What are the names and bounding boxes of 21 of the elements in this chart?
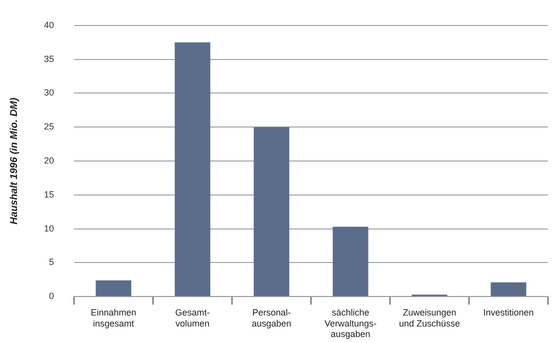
- x-tick-label: Gesamt- volumen: [175, 307, 210, 328]
- bar: [174, 42, 210, 296]
- x-tick-label: Investitionen: [483, 307, 534, 318]
- bar: [490, 282, 526, 296]
- x-tick-label: Zuweisungen und Zuschüsse: [398, 307, 460, 328]
- bar: [96, 280, 132, 296]
- y-axis-title: Haushalt 1996 (in Mio. DM): [8, 96, 20, 224]
- y-tick-label: 10: [44, 223, 54, 234]
- x-tick-label: Personal- ausgaben: [252, 307, 292, 328]
- bar: [254, 127, 290, 296]
- y-tick-label: 5: [48, 257, 54, 268]
- y-tick-label: 25: [44, 122, 54, 132]
- x-tick-label: sächliche Verwaltungs- ausgaben: [324, 307, 377, 340]
- x-tick-label: Einnahmen insgesamt: [90, 307, 136, 328]
- y-tick-label: 30: [44, 88, 54, 98]
- bar: [332, 226, 368, 296]
- y-tick-label: 20: [44, 155, 54, 166]
- y-tick-label: 35: [44, 54, 54, 64]
- y-tick-label: 15: [44, 189, 54, 200]
- y-tick-label: 0: [48, 291, 54, 302]
- y-tick-label: 40: [44, 20, 54, 30]
